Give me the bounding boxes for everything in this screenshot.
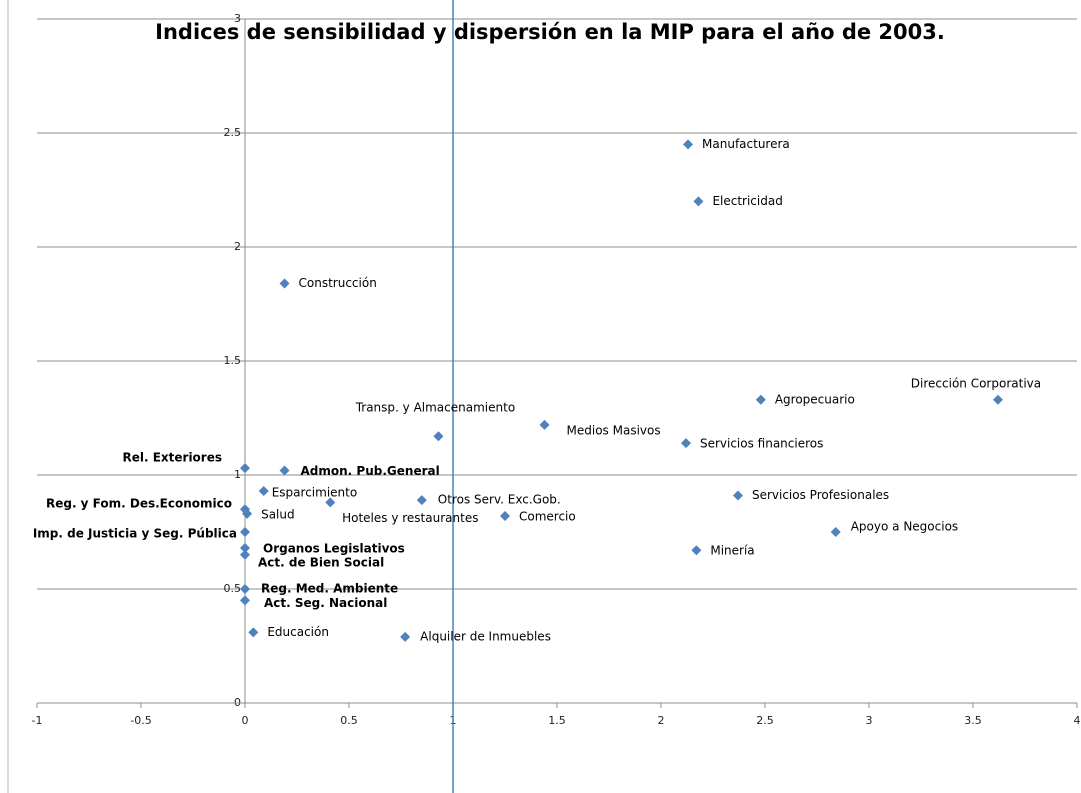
point-label: Esparcimiento: [272, 485, 357, 499]
point: [240, 549, 250, 560]
point-label: Apoyo a Negocios: [851, 520, 958, 534]
point: [416, 495, 427, 506]
point: [539, 419, 550, 430]
y-tick-label: 1.5: [224, 354, 242, 367]
point: [240, 463, 250, 474]
point-label: Admon. Pub.General: [301, 464, 440, 478]
point: [248, 627, 259, 638]
point: [500, 511, 510, 522]
point: [732, 490, 743, 501]
point: [693, 196, 704, 207]
point: [830, 527, 841, 537]
point: [755, 394, 766, 405]
point-label: Hoteles y restaurantes: [342, 511, 478, 525]
x-tick-label: -1: [32, 714, 43, 727]
point-label: Alquiler de Inmuebles: [420, 629, 551, 643]
y-tick-label: 2.5: [224, 126, 242, 139]
x-tick-label: 4: [1074, 714, 1081, 727]
point-label: Medios Masivos: [567, 423, 661, 437]
point-label: Dirección Corporativa: [911, 376, 1041, 390]
point-label: Act. Seg. Nacional: [264, 596, 387, 610]
x-tick-label: 2: [658, 714, 665, 727]
y-tick-label: 0.5: [224, 582, 242, 595]
x-tick-label: 0.5: [340, 714, 358, 727]
point: [240, 527, 250, 537]
point-label: Reg. y Fom. Des.Economico: [46, 497, 232, 511]
point-label: Imp. de Justicia y Seg. Pública: [33, 527, 237, 541]
point-label: Reg. Med. Ambiente: [261, 582, 398, 596]
point: [240, 542, 250, 553]
point: [992, 394, 1003, 405]
point: [242, 508, 253, 519]
point: [240, 584, 250, 594]
x-tick-label: 0: [242, 714, 249, 727]
point-label: Construcción: [299, 276, 377, 290]
y-tick-label: 1: [234, 468, 241, 481]
y-tick-label: 3: [234, 12, 241, 25]
point-label: Salud: [261, 507, 295, 521]
point: [691, 545, 702, 556]
point-label: Manufacturera: [702, 137, 790, 151]
x-tick-label: -0.5: [130, 714, 151, 727]
point-label: Comercio: [519, 510, 576, 524]
x-tick-label: 3: [866, 714, 873, 727]
point-label: Rel. Exteriores: [122, 451, 222, 465]
point: [258, 485, 269, 496]
point-label: Electricidad: [712, 194, 782, 208]
point: [325, 497, 336, 508]
point: [279, 465, 290, 476]
chart-title: Indices de sensibilidad y dispersión en …: [155, 20, 945, 44]
point: [240, 595, 250, 606]
point: [279, 278, 290, 289]
point-label: Servicios financieros: [700, 437, 823, 451]
point: [680, 438, 691, 449]
x-tick-label: 2.5: [756, 714, 774, 727]
point-label: Act. de Bien Social: [258, 555, 384, 569]
x-tick-label: 3.5: [964, 714, 982, 727]
point: [683, 139, 694, 150]
point-label: Minería: [710, 544, 754, 558]
point-label: Educación: [267, 625, 329, 639]
point-label: Transp. y Almacenamiento: [355, 401, 515, 415]
point-label: Agropecuario: [775, 392, 855, 406]
y-tick-label: 2: [234, 240, 241, 253]
point-label: Servicios Profesionales: [752, 488, 889, 502]
point-label: Otros Serv. Exc.Gob.: [438, 493, 561, 507]
point-label: Organos Legislativos: [263, 541, 405, 555]
point: [433, 431, 444, 442]
x-tick-label: 1.5: [548, 714, 566, 727]
point: [400, 631, 411, 642]
